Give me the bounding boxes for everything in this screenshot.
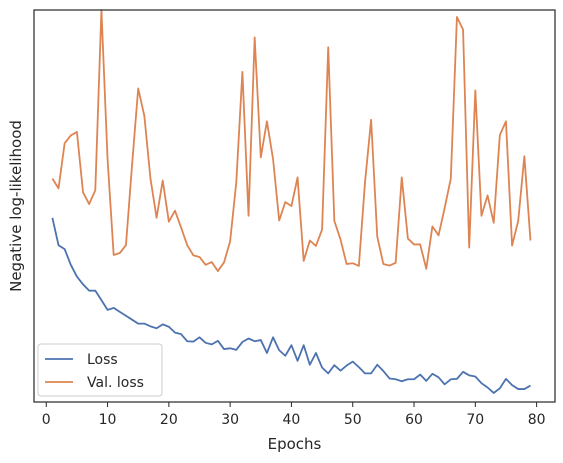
plot-area-background: [34, 10, 555, 402]
x-tick-label: 70: [466, 412, 484, 428]
x-tick-label: 0: [42, 412, 51, 428]
x-tick-label: 80: [528, 412, 546, 428]
x-tick-label: 30: [221, 412, 239, 428]
y-axis-label: Negative log-likelihood: [7, 120, 25, 292]
legend-frame: [37, 343, 163, 397]
x-tick-label: 40: [283, 412, 301, 428]
x-axis-label: Epochs: [268, 435, 322, 453]
series-line-loss: [51, 217, 531, 394]
x-tick-label: 10: [99, 412, 117, 428]
x-tick-label: 20: [160, 412, 178, 428]
x-tick-label: 60: [405, 412, 423, 428]
legend-label-val-loss: Val. loss: [87, 375, 144, 391]
legend-label-loss: Loss: [87, 352, 118, 368]
series-line-val-loss: [51, 9, 532, 272]
x-tick-label: 50: [344, 412, 362, 428]
plot-frame: [33, 9, 556, 403]
legend: Loss Val. loss: [37, 343, 163, 397]
